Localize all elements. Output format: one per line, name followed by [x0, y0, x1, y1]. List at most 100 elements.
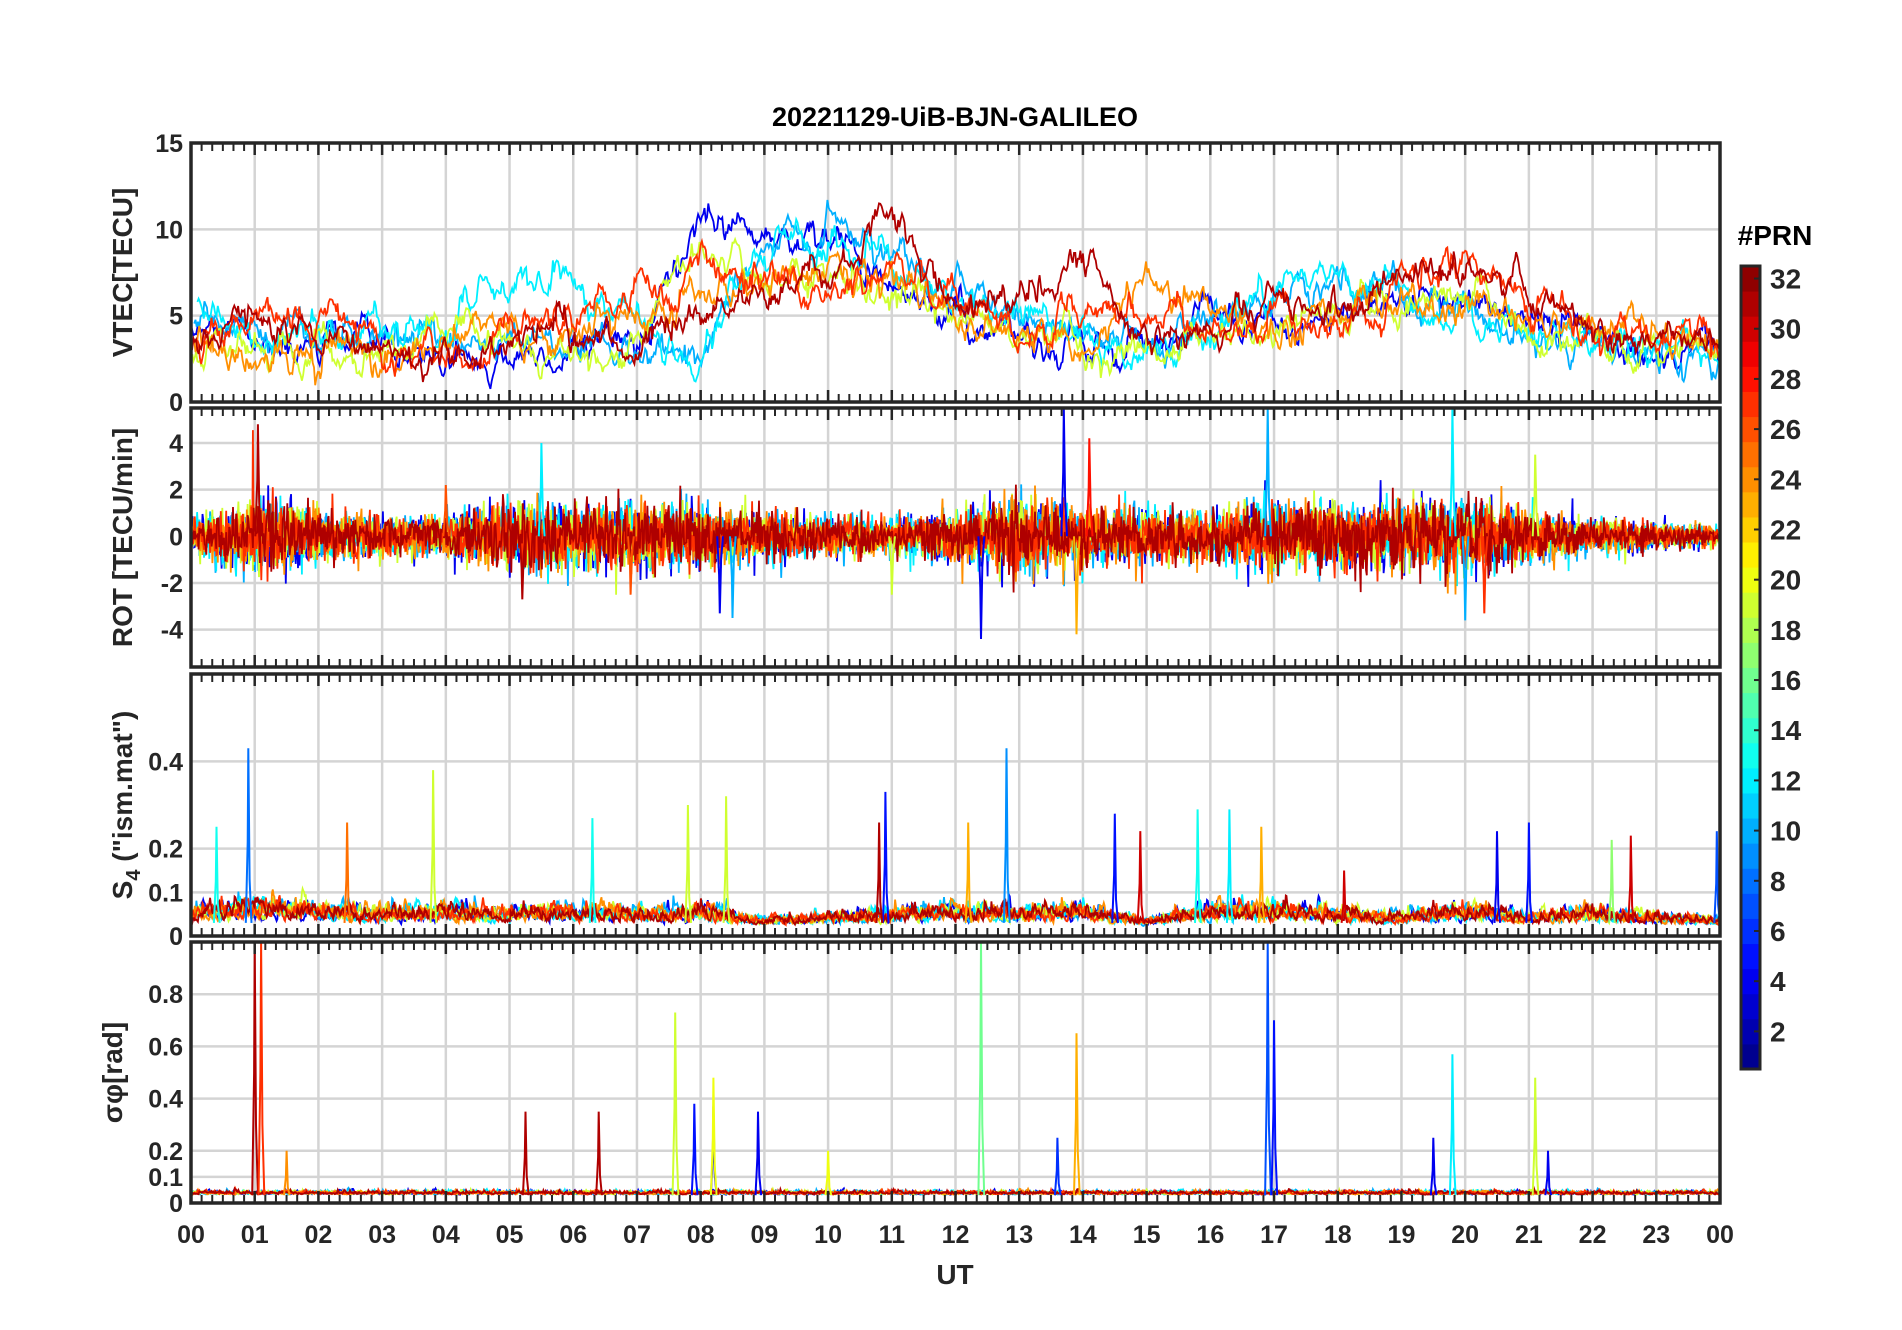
y-axis-label-vtec: VTEC[TECU]: [107, 188, 138, 358]
spike-prn-25: [343, 822, 352, 923]
y-tick-label: 0.2: [148, 836, 183, 864]
y-tick-label: -2: [161, 570, 183, 598]
series-line-prn-31: [191, 202, 1720, 383]
colorbar-segment: [1741, 943, 1760, 970]
x-tick-label: 12: [942, 1221, 970, 1249]
y-tick-label: 0: [169, 1190, 183, 1218]
colorbar-title: #PRN: [1738, 220, 1813, 251]
spike-prn-19: [684, 804, 693, 923]
spike-prn-13: [1194, 809, 1202, 923]
spike-prn-23: [964, 822, 973, 923]
colorbar-segment: [1741, 792, 1760, 819]
spike-prn-12: [1225, 809, 1234, 923]
panel-vtec: 0 5 10 15 VTEC[TECU]: [107, 130, 1722, 417]
y-tick-label: -4: [161, 617, 183, 645]
colorbar-segment: [1741, 291, 1760, 317]
spike-prn-13: [588, 818, 597, 923]
spike-prn-12: [1448, 1054, 1457, 1196]
x-tick-label: 00: [177, 1221, 205, 1249]
spike-prn-9: [1002, 748, 1011, 923]
spike-prn-26: [442, 484, 450, 537]
colorbar-segment: [1741, 1043, 1760, 1070]
spike-prn-10: [1264, 408, 1272, 537]
colorbar-segment: [1741, 1018, 1760, 1045]
x-tick-label: 01: [241, 1221, 269, 1249]
spike-prn-10: [729, 536, 737, 619]
y-label-s: S: [107, 881, 138, 900]
series-line-prn-27: [191, 894, 1720, 927]
y-tick-label: 0: [169, 923, 183, 951]
colorbar-segment: [1741, 993, 1760, 1020]
x-tick-label: 03: [368, 1221, 396, 1249]
y-tick-label: 10: [155, 216, 183, 244]
x-tick-label: 05: [496, 1221, 524, 1249]
series-line-prn-24: [193, 250, 1720, 386]
spike-prn-5: [1111, 813, 1119, 923]
colorbar-segment: [1741, 667, 1760, 694]
spike-prn-4: [1493, 831, 1502, 924]
spike-prn-19: [722, 796, 731, 923]
spike-prn-4: [1429, 1137, 1438, 1196]
colorbar-tick-label: 24: [1770, 464, 1802, 495]
y-axis-label-rot: ROT [TECU/min]: [107, 428, 138, 647]
series-group: [191, 748, 1720, 928]
colorbar-tick-label: 26: [1770, 414, 1801, 445]
spike-prn-20: [824, 1150, 833, 1196]
spike-prn-13: [212, 826, 221, 923]
series-line-prn-31: [191, 484, 1720, 593]
spike-prn-4: [1060, 408, 1068, 537]
colorbar-tick-label: 20: [1770, 565, 1801, 596]
axes-frame: [189, 940, 1722, 1205]
x-tick-label: 16: [1196, 1221, 1224, 1249]
spike-prn-24: [283, 1150, 291, 1196]
x-tick-label: 13: [1005, 1221, 1033, 1249]
spike-prn-31: [875, 822, 884, 923]
spike-prn-23: [1257, 826, 1266, 923]
spike-prn-17: [1608, 839, 1616, 924]
spike-prn-31: [251, 942, 259, 1196]
x-tick-label: 07: [623, 1221, 651, 1249]
colorbar-tick-label: 32: [1770, 264, 1801, 295]
colorbar-segment: [1741, 843, 1760, 869]
spike-prn-23: [1073, 1033, 1081, 1196]
spike-prn-31: [521, 1111, 530, 1196]
colorbar-segment: [1741, 416, 1760, 443]
spike-prn-4: [716, 536, 724, 614]
colorbar-tick-label: 14: [1770, 715, 1802, 746]
spike-prn-30: [1627, 835, 1635, 924]
colorbar-segment: [1741, 868, 1760, 894]
axes-frame: [189, 406, 1722, 669]
axes-frame: [189, 672, 1722, 938]
spike-prn-5: [881, 791, 890, 923]
y-tick-label: 4: [169, 430, 183, 458]
colorbar-segment: [1741, 341, 1760, 367]
colorbar-tick-label: 30: [1770, 314, 1801, 345]
x-tick-label: 00: [1706, 1221, 1734, 1249]
colorbar-tick-label: 18: [1770, 615, 1801, 646]
spike-prn-30: [1340, 870, 1349, 924]
colorbar-segment: [1741, 692, 1760, 719]
spike-prn-23: [1073, 536, 1081, 635]
y-tick-label: 0.6: [148, 1033, 183, 1061]
spike-prn-19: [1531, 454, 1540, 537]
spike-prn-10: [1461, 536, 1470, 621]
y-tick-label: 0.4: [148, 1086, 183, 1114]
spike-prn-12: [537, 442, 546, 537]
colorbar-segment: [1741, 592, 1760, 618]
colorbar-segment: [1741, 466, 1760, 493]
x-tick-label: 09: [750, 1221, 778, 1249]
x-tick-label: 11: [879, 1221, 906, 1249]
spike-prn-4: [977, 536, 986, 640]
y-tick-label: 0.2: [148, 1138, 183, 1166]
colorbar-segment: [1741, 516, 1760, 543]
x-tick-label: 06: [559, 1221, 587, 1249]
colorbar-segment: [1741, 918, 1760, 945]
colorbar-frame: [1739, 264, 1762, 1071]
x-tick-label: 20: [1451, 1221, 1479, 1249]
colorbar-segment: [1741, 266, 1760, 292]
colorbar-segment: [1741, 818, 1760, 844]
colorbar-segment: [1741, 968, 1760, 995]
y-tick-label: 0.4: [148, 748, 183, 776]
